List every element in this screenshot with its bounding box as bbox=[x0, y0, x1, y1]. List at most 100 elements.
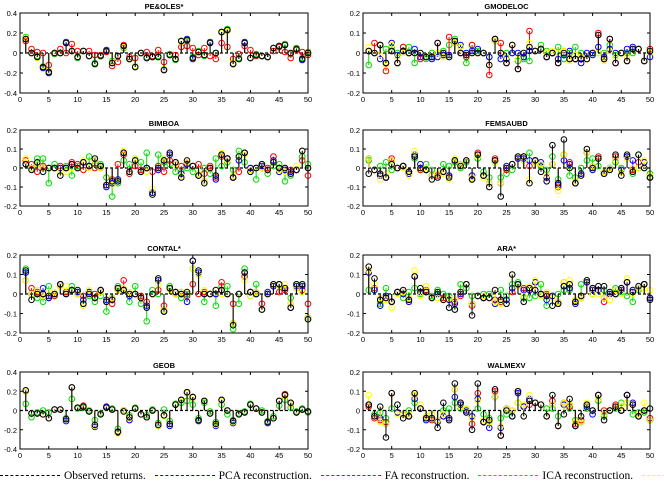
stem-marker bbox=[126, 55, 133, 63]
stem-marker bbox=[376, 170, 384, 177]
x-tick-label: 10 bbox=[416, 95, 424, 104]
x-tick-label: 45 bbox=[275, 335, 283, 344]
stem-marker bbox=[154, 166, 162, 174]
stem-marker bbox=[189, 44, 197, 52]
subplot-title: GEOB bbox=[153, 361, 176, 370]
x-tick-label: 40 bbox=[246, 208, 254, 217]
x-tick-label: 50 bbox=[304, 451, 312, 460]
stem-marker bbox=[85, 153, 93, 160]
x-tick-label: 30 bbox=[189, 451, 197, 460]
stem-marker bbox=[252, 164, 260, 172]
y-tick-label: 0.2 bbox=[350, 9, 360, 18]
stem-marker bbox=[399, 414, 407, 422]
x-tick-label: 0 bbox=[361, 208, 365, 217]
stem-marker bbox=[258, 162, 266, 170]
y-tick-label: -0.1 bbox=[347, 310, 360, 319]
stem-marker bbox=[287, 170, 295, 177]
stem-marker bbox=[600, 55, 608, 63]
stem-marker bbox=[589, 407, 596, 414]
x-tick-label: 30 bbox=[189, 208, 197, 217]
stem-marker bbox=[293, 45, 300, 53]
stem-marker bbox=[543, 296, 550, 304]
stem-marker bbox=[183, 157, 191, 164]
stem-marker bbox=[445, 53, 453, 61]
y-tick-label: -0.2 bbox=[4, 329, 17, 338]
stem-marker bbox=[126, 160, 133, 168]
stem-marker bbox=[497, 432, 505, 439]
stem-marker bbox=[212, 49, 220, 57]
stem-marker bbox=[468, 312, 476, 319]
stem-marker bbox=[218, 28, 225, 36]
x-tick-label: 30 bbox=[531, 451, 539, 460]
stem-marker bbox=[526, 27, 533, 35]
subplot-femsaubd: FEMSAUBD 0 5 10 15 20 25 30 35 40 45 50 -0.2 -0.1 0 0.1… bbox=[347, 119, 654, 217]
stem-marker bbox=[589, 49, 596, 57]
x-tick-label: 5 bbox=[47, 451, 51, 460]
y-tick-label: -0.1 bbox=[347, 183, 360, 192]
stem-marker bbox=[224, 411, 231, 418]
stem-marker bbox=[183, 298, 191, 306]
subplot-title: GMODELOC bbox=[484, 2, 529, 11]
x-tick-label: 15 bbox=[445, 95, 453, 104]
x-tick-label: 25 bbox=[160, 335, 168, 344]
x-tick-label: 50 bbox=[646, 335, 654, 344]
x-tick-label: 20 bbox=[474, 451, 482, 460]
stem-marker bbox=[177, 290, 185, 298]
stem-marker bbox=[411, 273, 418, 280]
stem-marker bbox=[463, 51, 470, 59]
stem-marker bbox=[566, 172, 573, 179]
x-tick-label: 0 bbox=[361, 451, 365, 460]
y-tick-label: -0.2 bbox=[347, 202, 360, 211]
stem-marker bbox=[474, 45, 482, 53]
stem-marker bbox=[365, 155, 373, 162]
stem-marker bbox=[503, 407, 510, 414]
stem-marker bbox=[618, 49, 625, 57]
stem-marker bbox=[33, 286, 41, 294]
stem-marker bbox=[131, 282, 139, 290]
stem-marker bbox=[388, 157, 396, 164]
stem-marker bbox=[463, 157, 470, 164]
stem-marker bbox=[201, 288, 208, 296]
stem-marker bbox=[218, 286, 225, 294]
stem-marker bbox=[508, 271, 516, 278]
stem-marker bbox=[195, 48, 202, 56]
stem-marker bbox=[526, 284, 533, 292]
stem-marker bbox=[434, 174, 441, 181]
stem-marker bbox=[149, 191, 156, 198]
stem-marker bbox=[635, 45, 642, 53]
y-tick-label: 0 bbox=[356, 290, 360, 299]
series-ica bbox=[22, 265, 312, 333]
x-tick-label: 10 bbox=[416, 451, 424, 460]
stem-marker bbox=[371, 275, 378, 282]
stem-marker bbox=[195, 160, 202, 168]
stem-marker bbox=[382, 159, 390, 166]
stem-marker bbox=[195, 416, 202, 424]
x-tick-label: 40 bbox=[246, 335, 254, 344]
x-tick-label: 25 bbox=[502, 335, 510, 344]
stem-marker bbox=[583, 401, 591, 409]
x-tick-label: 35 bbox=[560, 95, 568, 104]
y-tick-label: -0.2 bbox=[4, 426, 17, 435]
subplot-pe-oles: PE&OLES* 0 5 10 15 20 25 30 35 40 45 50 -0.4 -0.2 0 0.2… bbox=[4, 2, 312, 104]
stem-marker bbox=[440, 399, 447, 407]
subplot-title: ARA* bbox=[497, 244, 516, 253]
y-tick-label: 0 bbox=[13, 407, 17, 416]
stem-marker bbox=[635, 282, 642, 290]
stem-marker bbox=[526, 294, 533, 302]
stem-marker bbox=[600, 416, 608, 424]
subplot-ara: ARA* 0 5 10 15 20 25 30 35 40 45 50 -0.2 -0.1 0 0.1 0.2 bbox=[347, 244, 654, 344]
stem-marker bbox=[287, 399, 295, 407]
stem-marker bbox=[382, 294, 390, 302]
stem-marker bbox=[22, 35, 30, 43]
stem-marker bbox=[247, 401, 254, 409]
stem-marker bbox=[97, 52, 104, 60]
stem-marker bbox=[97, 411, 104, 418]
stem-marker bbox=[247, 166, 254, 174]
stem-marker bbox=[549, 302, 556, 310]
stem-marker bbox=[520, 401, 528, 409]
stem-marker bbox=[206, 39, 214, 47]
stem-marker bbox=[74, 286, 81, 294]
stem-marker bbox=[526, 179, 533, 187]
x-tick-label: 20 bbox=[474, 335, 482, 344]
stem-marker bbox=[183, 288, 191, 296]
